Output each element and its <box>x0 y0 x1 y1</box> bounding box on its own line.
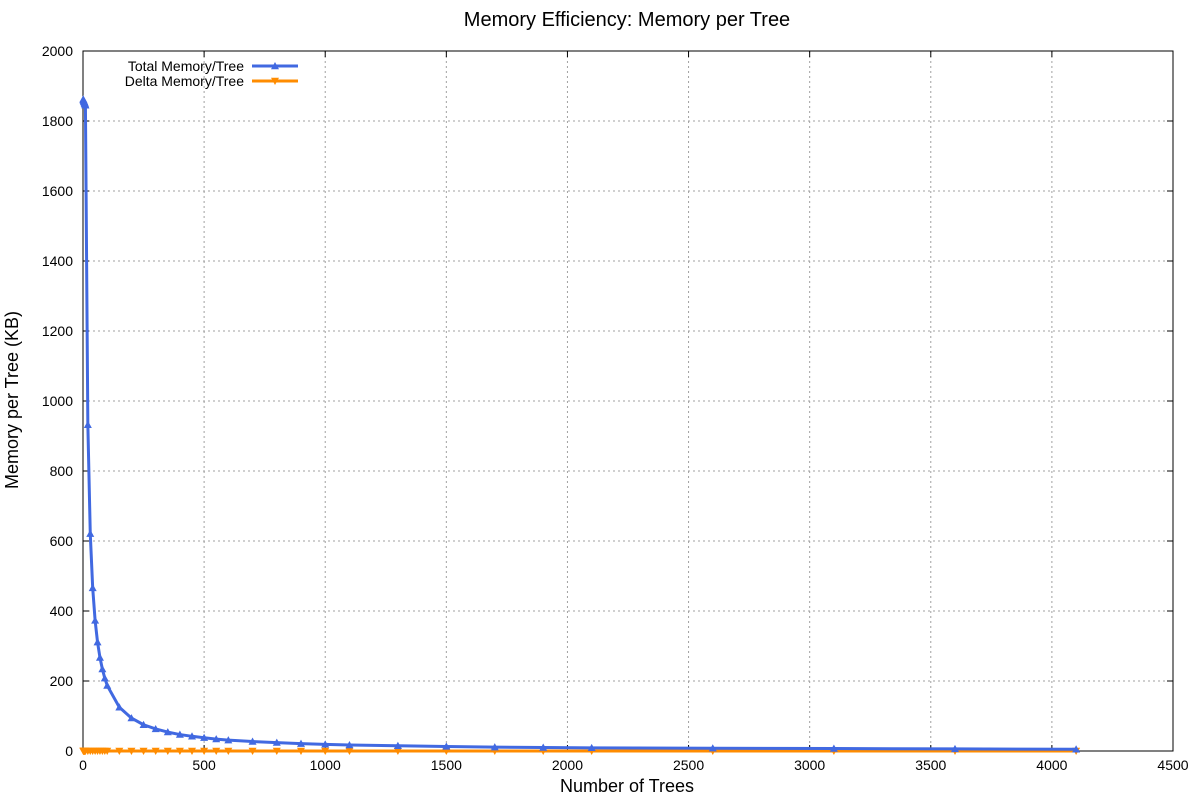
data-point <box>115 747 124 755</box>
series-0 <box>79 95 1081 753</box>
data-point <box>91 616 100 624</box>
x-tick-label: 2000 <box>552 757 583 773</box>
axis-ticks: 0 500 1000 1500 2000 2500 3000 3500 4000 4500 0 200… <box>42 43 1189 773</box>
y-tick-label: 0 <box>65 743 73 759</box>
data-point <box>490 743 499 751</box>
data-point <box>188 732 196 740</box>
legend-marker <box>271 62 279 70</box>
data-point <box>83 420 92 428</box>
x-tick-label: 4500 <box>1157 757 1188 773</box>
data-point <box>321 747 330 755</box>
data-point <box>86 529 95 537</box>
data-point <box>248 737 257 745</box>
data-point <box>98 665 107 673</box>
series-line <box>81 98 1077 751</box>
x-tick-label: 1500 <box>431 757 462 773</box>
data-point <box>212 747 221 755</box>
x-tick-label: 0 <box>79 757 87 773</box>
x-tick-label: 4000 <box>1036 757 1067 773</box>
data-point <box>151 747 160 755</box>
x-tick-label: 3000 <box>794 757 825 773</box>
y-tick-label: 1400 <box>42 253 73 269</box>
data-point <box>708 744 717 752</box>
data-point <box>1072 745 1081 753</box>
data-point <box>321 740 330 748</box>
data-point <box>127 714 136 722</box>
chart-title: Memory Efficiency: Memory per Tree <box>464 9 790 31</box>
data-point <box>151 724 160 733</box>
data-point <box>297 747 305 755</box>
data-point <box>539 743 548 751</box>
data-point <box>297 739 305 747</box>
data-point <box>587 743 596 752</box>
data-point <box>175 747 184 755</box>
legend-label: Total Memory/Tree <box>128 58 244 74</box>
x-tick-label: 1000 <box>310 757 341 773</box>
x-tick-label: 2500 <box>673 757 704 773</box>
data-point <box>248 747 257 755</box>
legend-marker <box>271 77 279 85</box>
y-tick-label: 1800 <box>42 113 73 129</box>
series-layer <box>79 95 1081 755</box>
y-tick-label: 2000 <box>42 43 73 59</box>
data-point <box>127 747 136 755</box>
grid-lines <box>83 51 1173 751</box>
data-point <box>393 747 402 755</box>
data-point <box>272 738 281 746</box>
data-point <box>88 583 97 592</box>
data-point <box>200 747 209 755</box>
data-point <box>103 747 112 755</box>
data-point <box>393 741 402 749</box>
data-point <box>115 703 124 711</box>
data-point <box>272 747 281 755</box>
data-point <box>345 741 354 749</box>
x-tick-label: 500 <box>192 757 216 773</box>
data-point <box>139 720 148 728</box>
data-point <box>345 747 354 755</box>
y-tick-label: 1600 <box>42 183 73 199</box>
y-tick-label: 1000 <box>42 393 73 409</box>
data-point <box>224 747 233 755</box>
data-point <box>951 744 959 753</box>
y-axis-title: Memory per Tree (KB) <box>2 311 22 489</box>
data-point <box>224 736 233 744</box>
y-tick-label: 600 <box>50 533 74 549</box>
data-point <box>163 728 172 736</box>
data-point <box>200 733 209 741</box>
data-point <box>100 674 109 682</box>
data-point <box>829 744 838 752</box>
legend-label: Delta Memory/Tree <box>125 73 245 89</box>
data-point <box>188 747 196 755</box>
data-point <box>175 730 184 738</box>
data-point <box>103 681 112 689</box>
data-point <box>163 747 172 755</box>
data-point <box>442 742 451 750</box>
data-point <box>95 653 104 661</box>
data-point <box>81 101 90 109</box>
data-point <box>139 747 148 755</box>
x-tick-label: 3500 <box>915 757 946 773</box>
y-tick-label: 200 <box>50 673 74 689</box>
y-tick-label: 400 <box>50 603 74 619</box>
y-tick-label: 1200 <box>42 323 73 339</box>
x-axis-title: Number of Trees <box>560 776 694 796</box>
y-tick-label: 800 <box>50 463 74 479</box>
data-point <box>212 735 221 743</box>
data-point <box>93 638 102 646</box>
